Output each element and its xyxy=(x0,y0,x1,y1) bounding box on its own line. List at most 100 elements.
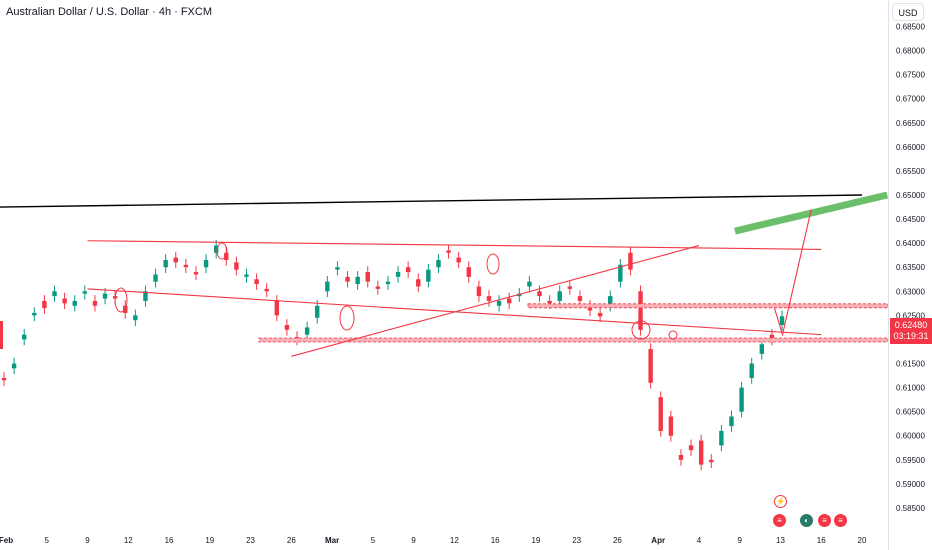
x-tick-label: Mar xyxy=(325,536,339,545)
last-price-tag: 0.62480 03:19:31 xyxy=(890,318,932,344)
candle-body xyxy=(92,300,98,306)
candle-body xyxy=(264,288,269,292)
x-tick-label: 5 xyxy=(371,536,376,545)
long-term-resistance xyxy=(0,194,863,208)
candle-body xyxy=(213,245,219,253)
x-tick-label: 4 xyxy=(697,536,702,545)
candle-body xyxy=(537,291,542,297)
x-tick-label: 26 xyxy=(613,536,622,545)
x-tick-label: 16 xyxy=(817,536,826,545)
y-tick-label: 0.62500 xyxy=(896,311,925,320)
news-flag-icon[interactable]: ≡ xyxy=(773,514,786,527)
candle-body xyxy=(224,252,229,260)
y-tick-label: 0.61500 xyxy=(896,360,925,369)
candle-body xyxy=(436,260,441,268)
candle-body xyxy=(244,274,249,277)
candle-body xyxy=(315,305,320,318)
annotation-circle xyxy=(339,305,355,331)
y-tick-label: 0.60000 xyxy=(896,432,925,441)
candle-body xyxy=(163,260,168,268)
chart-title: Australian Dollar / U.S. Dollar · 4h · F… xyxy=(6,6,212,18)
y-tick-label: 0.66500 xyxy=(896,119,925,128)
y-tick-label: 0.65500 xyxy=(896,167,925,176)
candle-body xyxy=(173,257,178,263)
candle-body xyxy=(42,300,47,309)
candle-body xyxy=(11,363,17,369)
dividend-icon[interactable]: ◐ xyxy=(800,514,813,527)
y-tick-label: 0.59500 xyxy=(896,456,925,465)
target-zone xyxy=(734,191,888,235)
candle-body xyxy=(608,296,613,306)
candle-body xyxy=(456,257,461,263)
candle-body xyxy=(32,312,37,316)
candle-body xyxy=(22,334,27,340)
candle-body xyxy=(486,296,492,301)
candle-body xyxy=(133,315,138,321)
candle-body xyxy=(638,291,643,330)
x-tick-label: 16 xyxy=(165,536,174,545)
price-axis[interactable] xyxy=(888,0,932,550)
candle-body xyxy=(193,272,199,275)
candle-body xyxy=(345,276,350,282)
y-tick-label: 0.64500 xyxy=(896,215,925,224)
earnings-icon-2[interactable]: ≡ xyxy=(834,514,847,527)
candle-body xyxy=(325,281,330,292)
candle-body xyxy=(658,397,663,431)
candle-body xyxy=(72,300,77,306)
candle-body xyxy=(496,300,502,306)
candle-body xyxy=(476,286,482,297)
candle-body xyxy=(779,316,785,325)
candle-body xyxy=(254,279,259,285)
candle-body xyxy=(234,262,239,270)
annotation-circle xyxy=(668,330,678,340)
projection-path xyxy=(773,209,812,337)
candle-body xyxy=(446,250,451,253)
chart-plot[interactable]: Feb 5 9 12 16 19 23 26 Mar 5 9 12 16 19 23 26 Apr 4 9 13 16 2… xyxy=(0,0,888,550)
x-tick-label: 16 xyxy=(491,536,500,545)
annotation-circle xyxy=(114,287,128,313)
candle-body xyxy=(365,272,370,282)
y-tick-label: 0.63000 xyxy=(896,287,925,296)
candle-body xyxy=(274,300,280,316)
candle-body xyxy=(385,281,391,285)
left-price-marker xyxy=(0,321,3,349)
x-tick-label: 19 xyxy=(531,536,540,545)
y-tick-label: 0.65000 xyxy=(896,191,925,200)
y-tick-label: 0.58500 xyxy=(896,504,925,513)
candle-body xyxy=(143,291,148,301)
y-tick-label: 0.63500 xyxy=(896,263,925,272)
x-tick-label: 9 xyxy=(411,536,416,545)
x-tick-label: 9 xyxy=(737,536,742,545)
candle-body xyxy=(648,349,653,383)
candle-body xyxy=(709,459,714,463)
candle-body xyxy=(749,363,754,378)
x-tick-label: 13 xyxy=(776,536,785,545)
candle-body xyxy=(698,440,704,465)
candle-body xyxy=(678,455,684,460)
candle-body xyxy=(527,281,532,287)
candle-body xyxy=(618,264,623,282)
x-tick-label: 9 xyxy=(85,536,90,545)
mid-zone xyxy=(527,303,888,309)
last-price-value: 0.62480 xyxy=(894,320,928,330)
y-tick-label: 0.66000 xyxy=(896,143,925,152)
candle-body xyxy=(1,377,7,381)
annotation-circle xyxy=(631,320,651,340)
earnings-icon[interactable]: ≡ xyxy=(818,514,831,527)
lightning-icon[interactable]: ⚡ xyxy=(774,495,787,508)
candle-body xyxy=(405,267,411,273)
candle-body xyxy=(62,298,67,304)
x-tick-label: 20 xyxy=(858,536,867,545)
candle-body xyxy=(82,291,88,294)
x-tick-label: 23 xyxy=(246,536,255,545)
y-tick-label: 0.67500 xyxy=(896,71,925,80)
candle-body xyxy=(577,296,583,301)
currency-button[interactable]: USD xyxy=(892,3,924,21)
candle-body xyxy=(597,312,603,317)
candle-body xyxy=(739,387,744,412)
y-tick-labels: 0.68500 0.68000 0.67500 0.67000 0.66500 0.660… xyxy=(896,22,925,513)
candle-body xyxy=(567,286,573,289)
y-tick-label: 0.67000 xyxy=(896,95,925,104)
candle-body xyxy=(355,276,360,285)
x-tick-label: 12 xyxy=(124,536,133,545)
